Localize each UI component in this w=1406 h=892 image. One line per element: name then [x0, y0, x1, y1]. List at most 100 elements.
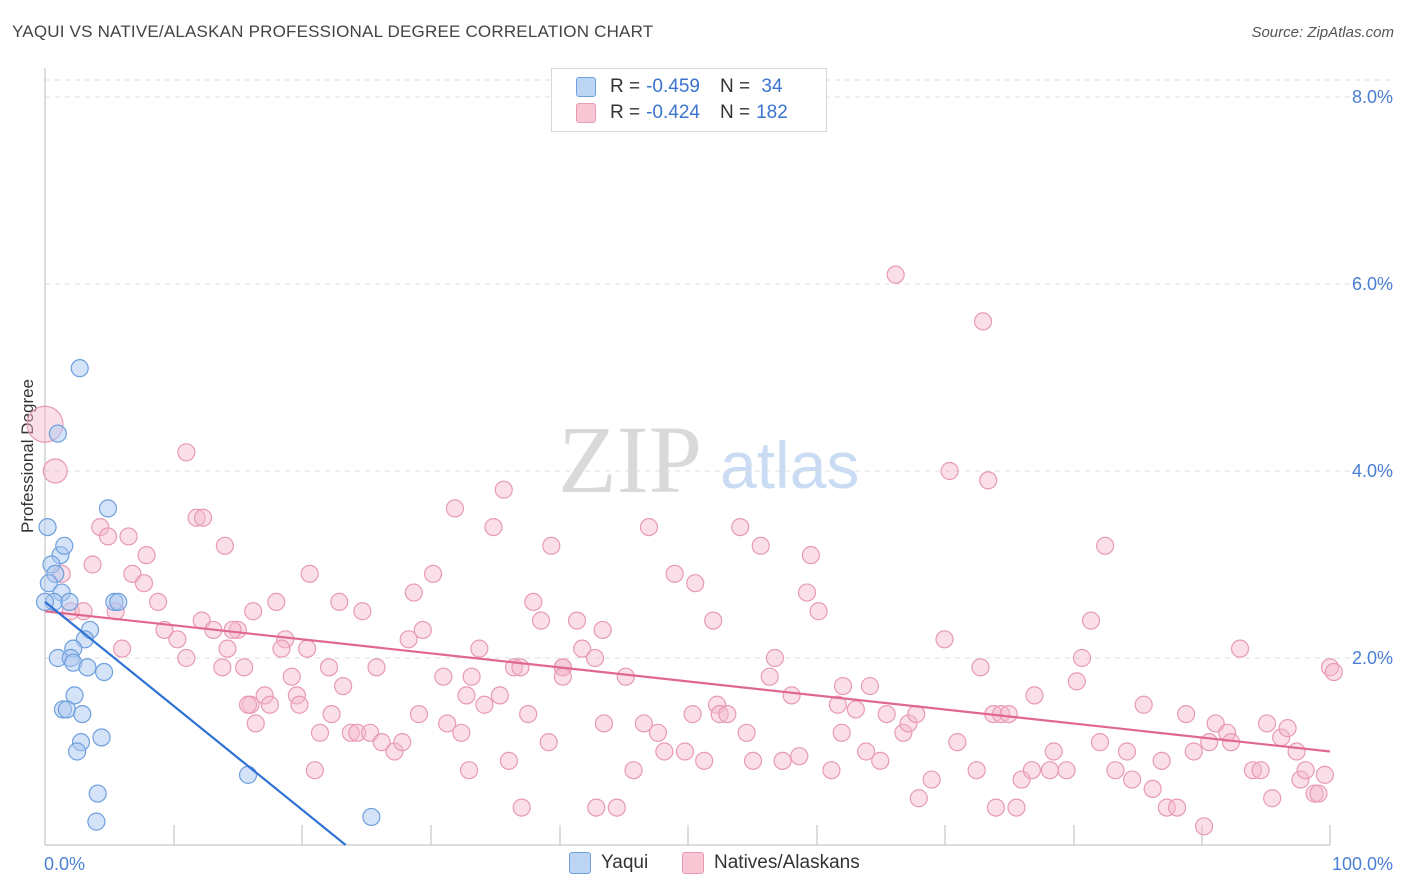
natives-point: [857, 742, 876, 761]
yaqui-swatch: [576, 77, 596, 97]
natives-point: [1117, 742, 1137, 761]
natives-point: [322, 704, 341, 724]
series-legend-yaqui[interactable]: Yaqui: [569, 852, 648, 874]
natives-point: [462, 667, 481, 686]
natives-point: [782, 686, 801, 705]
natives-point: [267, 592, 286, 612]
yaqui-trend-line: [44, 601, 347, 846]
natives-point: [935, 630, 954, 649]
natives-point: [223, 620, 242, 640]
yaqui-point: [238, 765, 258, 784]
natives-point: [655, 742, 674, 761]
natives-point: [298, 639, 317, 658]
grid-lines: [45, 79, 1395, 659]
natives-point: [452, 723, 471, 742]
natives-point: [607, 798, 626, 817]
natives-trend-line: [44, 610, 1331, 753]
natives-point: [973, 312, 993, 331]
natives-point: [531, 611, 551, 630]
natives-point: [519, 704, 538, 724]
legend-n-value: 182: [756, 102, 788, 123]
natives-point: [137, 546, 156, 565]
natives-point: [1176, 704, 1196, 724]
yaqui-point: [87, 812, 106, 831]
natives-swatch: [576, 103, 596, 123]
natives-point: [710, 704, 729, 724]
natives-point: [42, 458, 68, 484]
natives-point: [353, 602, 372, 621]
natives-point: [909, 789, 928, 808]
natives-point: [731, 517, 750, 537]
yaqui-point: [39, 574, 58, 593]
natives-point: [177, 443, 196, 462]
natives-point: [348, 723, 367, 742]
y-tick-label: 2.0%: [1352, 648, 1393, 668]
natives-point: [1067, 672, 1086, 691]
natives-point: [134, 574, 154, 593]
natives-point: [624, 761, 643, 780]
yaqui-point: [92, 728, 111, 747]
natives-point: [177, 648, 196, 668]
natives-point: [737, 723, 756, 742]
trend-lines: [44, 601, 1331, 846]
natives-point: [675, 742, 695, 761]
natives-point: [98, 527, 118, 546]
natives-point: [330, 592, 349, 612]
natives-point: [445, 499, 465, 518]
natives-point: [187, 508, 206, 527]
natives-point: [1200, 733, 1219, 752]
natives-point: [1157, 798, 1176, 817]
series-legend: Yaqui Natives/Alaskans: [0, 852, 1406, 878]
natives-point: [790, 747, 809, 766]
natives-point: [310, 723, 330, 742]
yaqui-legend-label: Yaqui: [601, 852, 649, 873]
series-legend-natives[interactable]: Natives/Alaskans: [682, 852, 860, 874]
x-tick-label-max: 100.0%: [1332, 854, 1393, 874]
watermark-zip: ZIP: [558, 406, 702, 513]
natives-point: [797, 583, 817, 602]
natives-point: [1090, 733, 1110, 752]
natives-alaskans-points: [26, 265, 1343, 836]
natives-point: [542, 536, 561, 555]
natives-point: [112, 639, 132, 658]
natives-point: [886, 265, 905, 284]
legend-n-value: 34: [756, 76, 783, 97]
natives-point: [334, 676, 353, 696]
natives-point: [877, 704, 896, 724]
natives-point: [218, 639, 237, 658]
natives-point: [490, 686, 509, 705]
natives-point: [484, 517, 503, 537]
natives-point: [305, 761, 324, 780]
natives-point: [438, 714, 457, 733]
natives-point: [665, 564, 684, 583]
natives-point: [1263, 789, 1282, 808]
natives-point: [1106, 761, 1125, 780]
natives-point: [499, 751, 518, 770]
natives-point: [940, 461, 959, 481]
legend-row-yaqui: R = -0.459 N = 34: [576, 75, 783, 99]
natives-point: [228, 620, 247, 640]
natives-point: [860, 676, 880, 696]
legend-r-label: R =: [610, 102, 641, 123]
axes: [44, 68, 1331, 846]
natives-point: [282, 667, 301, 686]
natives-point: [948, 733, 967, 752]
natives-point: [765, 648, 784, 668]
natives-point: [319, 658, 339, 677]
natives-point: [1022, 761, 1041, 780]
natives-point: [1309, 784, 1328, 803]
natives-point: [585, 648, 605, 668]
natives-point: [773, 751, 792, 770]
natives-point: [743, 751, 763, 770]
natives-point: [979, 471, 998, 490]
yaqui-point: [55, 536, 74, 555]
legend-row-natives: R = -0.424 N = 182: [576, 101, 788, 125]
natives-point: [594, 714, 614, 733]
natives-point: [1230, 639, 1250, 658]
natives-point: [213, 658, 232, 677]
natives-point: [1184, 742, 1203, 761]
natives-point: [899, 714, 918, 733]
y-tick-label: 6.0%: [1352, 274, 1393, 294]
yaqui-point: [65, 686, 84, 705]
y-tick-label: 4.0%: [1352, 461, 1393, 481]
